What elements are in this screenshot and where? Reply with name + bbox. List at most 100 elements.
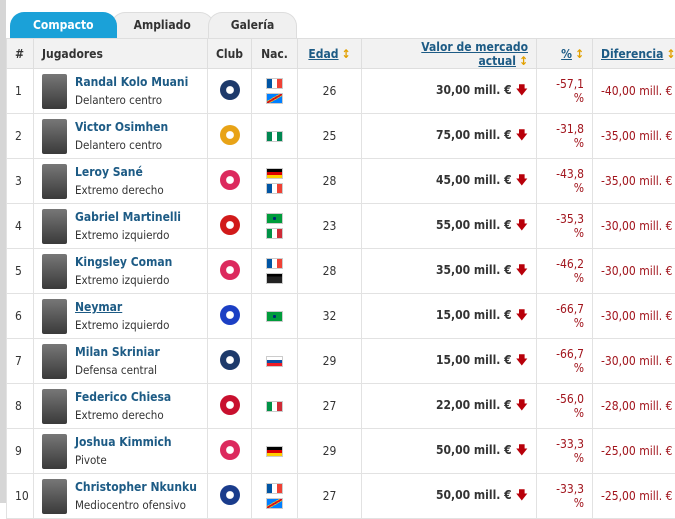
header-age[interactable]: Edad ↕ bbox=[298, 39, 362, 69]
flag-cd-icon bbox=[266, 93, 283, 104]
market-value-cell: 50,00 mill. €🡇 bbox=[362, 429, 537, 474]
view-tabs: Compacto Ampliado Galería bbox=[10, 12, 291, 38]
nationality-cell bbox=[252, 294, 298, 339]
row-number: 8 bbox=[7, 384, 34, 429]
club-cell bbox=[208, 294, 252, 339]
tab-ampliado[interactable]: Ampliado bbox=[111, 12, 214, 38]
header-nat: Nac. bbox=[252, 39, 298, 69]
club-logo-icon[interactable] bbox=[220, 215, 240, 235]
player-photo[interactable] bbox=[42, 299, 67, 334]
sort-icon[interactable]: ↕ bbox=[342, 47, 351, 61]
row-number: 4 bbox=[7, 204, 34, 249]
table-row: 6 Neymar Extremo izquierdo 32 15,00 mill… bbox=[7, 294, 675, 339]
player-cell: Randal Kolo Muani Delantero centro bbox=[34, 69, 208, 114]
market-value-cell: 55,00 mill. € 🡇 bbox=[362, 204, 537, 249]
club-logo-icon[interactable] bbox=[220, 350, 240, 370]
player-name-link[interactable]: Kingsley Coman bbox=[75, 255, 172, 269]
table-row: 9 Joshua Kimmich Pivote 29 50,00 mill. €… bbox=[7, 429, 675, 474]
player-photo[interactable] bbox=[42, 434, 67, 469]
player-name-link[interactable]: Federico Chiesa bbox=[75, 390, 171, 404]
player-cell: Joshua Kimmich Pivote bbox=[34, 429, 208, 474]
nationality-cell bbox=[252, 339, 298, 384]
player-position: Defensa central bbox=[75, 363, 160, 377]
sort-pct-link[interactable]: % bbox=[561, 47, 572, 61]
club-cell bbox=[208, 69, 252, 114]
club-cell bbox=[208, 204, 252, 249]
player-photo[interactable] bbox=[42, 74, 67, 109]
flag-br-icon bbox=[266, 213, 283, 224]
sort-age-link[interactable]: Edad bbox=[308, 47, 338, 61]
player-name-link[interactable]: Christopher Nkunku bbox=[75, 480, 197, 494]
player-photo[interactable] bbox=[42, 164, 67, 199]
players-table: # Jugadores Club Nac. Edad↕ Valor de mer… bbox=[6, 38, 675, 519]
table-row: 7 Milan Skriniar Defensa central 29 15,0… bbox=[7, 339, 675, 384]
pct-change: -46,2 % bbox=[537, 249, 593, 294]
market-value[interactable]: 55,00 mill. € bbox=[436, 218, 512, 232]
market-value[interactable]: 30,00 mill. € bbox=[436, 83, 512, 97]
sort-icon[interactable]: ↕ bbox=[519, 54, 528, 68]
header-pct[interactable]: %↕ bbox=[537, 39, 593, 69]
table-row: 10 Christopher Nkunku Mediocentro ofensi… bbox=[7, 474, 675, 519]
club-cell bbox=[208, 429, 252, 474]
value-difference: -25,00 mill. € bbox=[593, 429, 675, 474]
sort-value-link[interactable]: Valor de mercado actual bbox=[421, 40, 528, 68]
club-logo-icon[interactable] bbox=[220, 260, 240, 280]
player-photo[interactable] bbox=[42, 209, 67, 244]
arrow-down-icon: 🡇 bbox=[516, 488, 528, 502]
player-name-link[interactable]: Gabriel Martinelli bbox=[75, 210, 181, 224]
player-name-link[interactable]: Joshua Kimmich bbox=[75, 435, 172, 449]
sort-icon[interactable]: ↕ bbox=[575, 47, 584, 61]
market-value[interactable]: 15,00 mill. € bbox=[436, 308, 512, 322]
flag-fr-icon bbox=[266, 258, 283, 269]
header-value[interactable]: Valor de mercado actual↕ bbox=[362, 39, 537, 69]
arrow-down-icon: 🡇 bbox=[516, 353, 528, 367]
table-row: 4 Gabriel Martinelli Extremo izquierdo 2… bbox=[7, 204, 675, 249]
player-photo[interactable] bbox=[42, 254, 67, 289]
player-name-link[interactable]: Neymar bbox=[75, 300, 169, 314]
club-logo-icon[interactable] bbox=[220, 170, 240, 190]
player-photo[interactable] bbox=[42, 479, 67, 514]
row-number: 10 bbox=[7, 474, 34, 519]
player-name-link[interactable]: Victor Osimhen bbox=[75, 120, 168, 134]
market-value[interactable]: 45,00 mill. € bbox=[436, 173, 512, 187]
market-value[interactable]: 50,00 mill. € bbox=[436, 443, 512, 457]
tab-compacto[interactable]: Compacto bbox=[10, 12, 117, 38]
nationality-cell bbox=[252, 114, 298, 159]
player-photo[interactable] bbox=[42, 344, 67, 379]
age-cell: 25 bbox=[298, 114, 362, 159]
arrow-down-icon: 🡇 bbox=[516, 218, 528, 232]
market-value-cell: 30,00 mill. €🡇 bbox=[362, 69, 537, 114]
club-logo-icon[interactable] bbox=[220, 305, 240, 325]
nationality-cell bbox=[252, 159, 298, 204]
header-diff[interactable]: Diferencia↕ bbox=[593, 39, 675, 69]
market-value[interactable]: 15,00 mill. € bbox=[436, 353, 512, 367]
club-logo-icon[interactable] bbox=[220, 485, 240, 505]
flag-fr-icon bbox=[266, 483, 283, 494]
pct-change: -66,7 % bbox=[537, 294, 593, 339]
club-cell bbox=[208, 474, 252, 519]
pct-change: -66,7 % bbox=[537, 339, 593, 384]
market-value[interactable]: 75,00 mill. € bbox=[436, 128, 512, 142]
club-logo-icon[interactable] bbox=[220, 125, 240, 145]
club-logo-icon[interactable] bbox=[220, 80, 240, 100]
market-value[interactable]: 22,00 mill. € bbox=[436, 398, 512, 412]
market-value[interactable]: 50,00 mill. € bbox=[436, 488, 512, 502]
player-cell: Leroy Sané Extremo derecho bbox=[34, 159, 208, 204]
row-number: 9 bbox=[7, 429, 34, 474]
player-name-link[interactable]: Randal Kolo Muani bbox=[75, 75, 188, 89]
player-name-link[interactable]: Milan Skriniar bbox=[75, 345, 160, 359]
player-photo[interactable] bbox=[42, 119, 67, 154]
player-name-link[interactable]: Leroy Sané bbox=[75, 165, 164, 179]
market-value[interactable]: 35,00 mill. € bbox=[436, 263, 512, 277]
table-row: 3 Leroy Sané Extremo derecho 28 45,00 mi… bbox=[7, 159, 675, 204]
club-logo-icon[interactable] bbox=[220, 440, 240, 460]
club-logo-icon[interactable] bbox=[220, 395, 240, 415]
player-photo[interactable] bbox=[42, 389, 67, 424]
sort-icon[interactable]: ↕ bbox=[666, 47, 675, 61]
row-number: 6 bbox=[7, 294, 34, 339]
flag-sk-icon bbox=[266, 356, 283, 367]
player-cell: Gabriel Martinelli Extremo izquierdo bbox=[34, 204, 208, 249]
pct-change: -31,8 % bbox=[537, 114, 593, 159]
sort-diff-link[interactable]: Diferencia bbox=[601, 47, 663, 61]
tab-galeria[interactable]: Galería bbox=[208, 12, 297, 38]
